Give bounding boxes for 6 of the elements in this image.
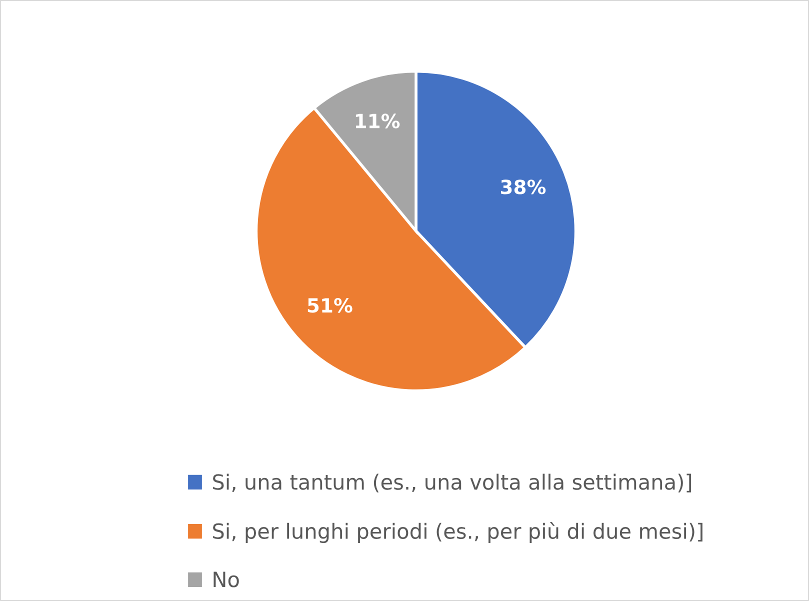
legend-label: Si, per lunghi periodi (es., per più di due mesi)] [213,522,702,544]
legend-label: No [214,572,239,588]
legend-label: Si, una tantum (es., una volta alla settimana)] [213,474,692,492]
data-label: 38% [501,180,546,194]
data-label: 11% [356,114,400,128]
data-label: 51% [308,298,352,313]
